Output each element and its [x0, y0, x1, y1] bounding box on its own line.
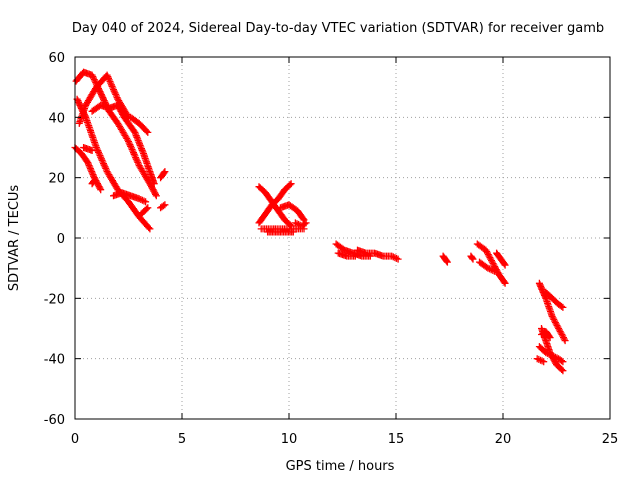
y-tick-label: 60 [48, 51, 65, 66]
data-track [354, 246, 402, 263]
data-track [88, 177, 98, 188]
data-track [157, 201, 169, 212]
y-tick-label: -20 [44, 292, 65, 307]
data-track [75, 71, 132, 127]
axis-ticks [74, 56, 611, 420]
data-track [332, 240, 374, 260]
data-track [538, 328, 554, 342]
x-tick-label: 0 [71, 432, 79, 447]
data-track [127, 113, 152, 136]
data-track [264, 228, 297, 236]
y-tick-label: 0 [57, 232, 65, 247]
y-tick-labels: -60 -40 -20 0 20 40 60 [44, 51, 65, 428]
data-track [157, 168, 169, 182]
chart-title: Day 040 of 2024, Sidereal Day-to-day VTE… [72, 21, 604, 36]
x-tick-label: 10 [281, 432, 298, 447]
data-track [255, 180, 295, 227]
x-tick-label: 20 [495, 432, 512, 447]
data-track [291, 219, 310, 230]
data-track [80, 144, 96, 154]
data-track [88, 101, 122, 115]
y-tick-label: 40 [48, 111, 65, 126]
data-track [535, 279, 569, 345]
data-track [439, 252, 451, 266]
data-track [137, 204, 152, 218]
x-tick-label: 5 [178, 432, 186, 447]
y-tick-label: -40 [44, 353, 65, 368]
data-track [276, 201, 308, 224]
gridlines [75, 57, 610, 419]
x-tick-label: 15 [388, 432, 405, 447]
x-tick-label: 25 [602, 432, 619, 447]
data-track [493, 249, 509, 269]
y-tick-label: -60 [44, 413, 65, 428]
data-track [542, 288, 567, 311]
data-track [334, 249, 359, 260]
data-track [476, 258, 498, 275]
x-axis-label: GPS time / hours [286, 459, 395, 474]
y-tick-label: 20 [48, 172, 65, 187]
data-points [71, 68, 569, 375]
data-track [467, 252, 477, 263]
x-tick-labels: 0 5 10 15 20 25 [71, 432, 618, 447]
y-axis-label: SDTVAR / TECUs [7, 185, 22, 292]
data-track [110, 189, 150, 206]
data-track [533, 355, 548, 366]
data-track [114, 101, 158, 188]
data-track [535, 343, 567, 366]
